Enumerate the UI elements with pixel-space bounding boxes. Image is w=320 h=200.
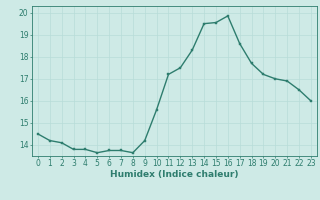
X-axis label: Humidex (Indice chaleur): Humidex (Indice chaleur) xyxy=(110,170,239,179)
